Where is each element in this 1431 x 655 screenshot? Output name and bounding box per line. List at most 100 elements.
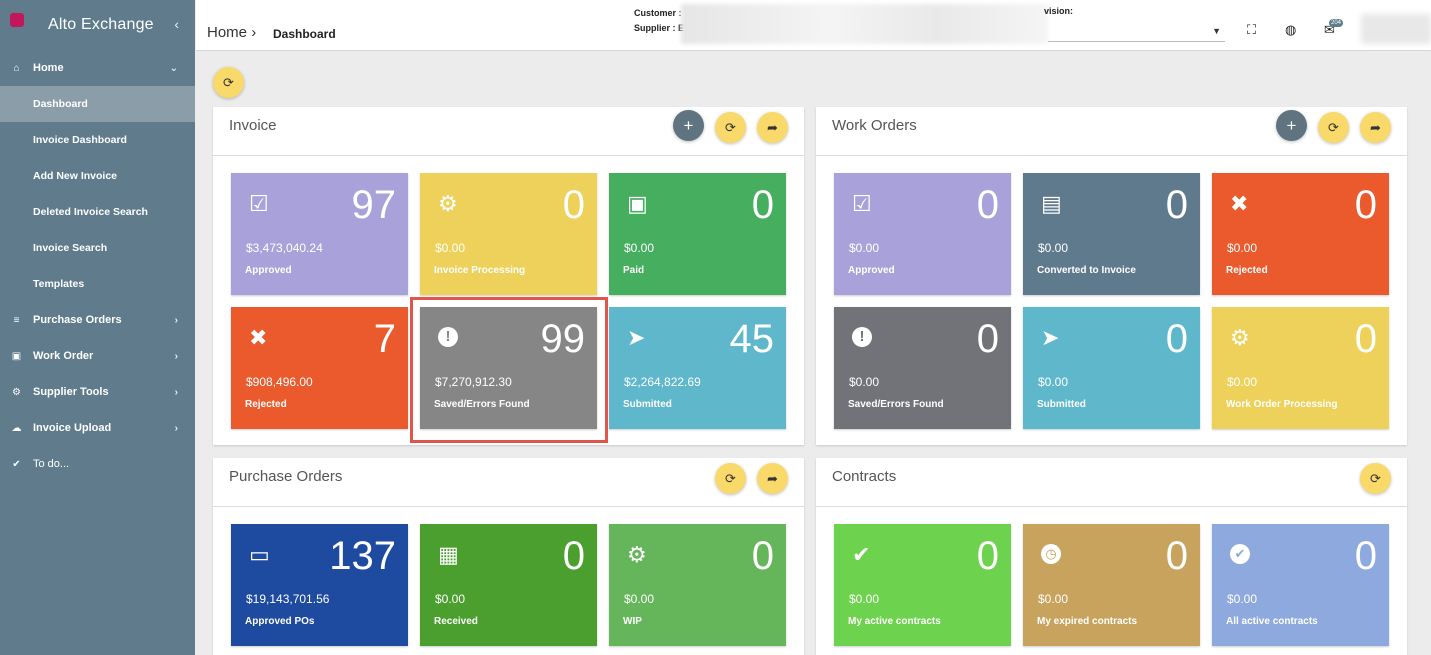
gears-icon: ⚙: [438, 191, 458, 216]
tile-count: 0: [1165, 534, 1188, 578]
purchase-orders-panel: Purchase Orders ⟳ ➦ ▭ 137 $19,143,701.56 Ap…: [213, 458, 804, 655]
refresh-purchase-orders-button[interactable]: ⟳: [715, 463, 746, 494]
chevron-right-icon: ›: [174, 314, 178, 326]
stat-tile-paid[interactable]: ▣ 0 $0.00 Paid: [609, 173, 786, 295]
sidebar-item-deleted-invoice-search[interactable]: Deleted Invoice Search: [33, 206, 148, 218]
sidebar-item-invoice-search[interactable]: Invoice Search: [33, 242, 108, 254]
contracts-panel: Contracts ⟳ ✔ 0 $0.00 My active contracts ◷ 0…: [816, 458, 1407, 655]
stat-tile-rejected[interactable]: ✖ 7 $908,496.00 Rejected: [231, 307, 408, 429]
topbar: Home › Dashboard Customer : Supplier : E…: [196, 0, 1431, 51]
chevron-right-icon: ›: [174, 386, 178, 398]
globe-icon[interactable]: ◍: [1285, 22, 1297, 37]
avatar[interactable]: [1361, 14, 1431, 44]
app-title: Alto Exchange: [48, 16, 154, 33]
checkbox-icon: ☑: [852, 191, 872, 216]
supplier-label: Supplier : E: [634, 23, 684, 33]
sidebar-item-work-order[interactable]: ▣ Work Order ›: [0, 338, 195, 374]
tile-label: Approved: [245, 265, 292, 276]
inbox-icon: ▭: [249, 542, 270, 567]
tile-count: 0: [562, 183, 585, 227]
gears-icon: ⚙: [627, 542, 647, 567]
refresh-contracts-button[interactable]: ⟳: [1360, 463, 1391, 494]
share-work-orders-button[interactable]: ➦: [1360, 112, 1391, 143]
tile-label: WIP: [623, 616, 642, 627]
stat-tile-all-active-contracts[interactable]: ✔ 0 $0.00 All active contracts: [1212, 524, 1389, 646]
money-icon: ▣: [627, 191, 648, 216]
close-icon: ✖: [249, 325, 268, 350]
caret-down-icon: ▼: [1212, 26, 1221, 36]
sidebar-item-purchase-orders[interactable]: ≡ Purchase Orders ›: [0, 302, 195, 338]
tile-label: Invoice Processing: [434, 265, 526, 276]
share-invoice-button[interactable]: ➦: [757, 112, 788, 143]
tile-amount: $0.00: [1227, 241, 1258, 255]
tile-amount: $0.00: [624, 241, 655, 255]
stat-tile-rejected[interactable]: ✖ 0 $0.00 Rejected: [1212, 173, 1389, 295]
sidebar-item-supplier-tools[interactable]: ⚙ Supplier Tools ›: [0, 374, 195, 410]
fullscreen-icon[interactable]: ⛶: [1247, 22, 1257, 37]
sidebar-item-home[interactable]: ⌂ Home ⌄: [0, 50, 195, 86]
work-orders-panel: Work Orders + ⟳ ➦ ☑ 0 $0.00 Approved ▤ 0 $0.00…: [816, 107, 1407, 445]
tile-count: 0: [976, 317, 999, 361]
tile-count: 45: [729, 317, 775, 361]
collapse-sidebar-icon[interactable]: ‹: [174, 16, 179, 32]
tile-label: Submitted: [1037, 399, 1086, 410]
stat-tile-saved-errors-found[interactable]: ! 0 $0.00 Saved/Errors Found: [834, 307, 1011, 429]
stat-tile-invoice-processing[interactable]: ⚙ 0 $0.00 Invoice Processing: [420, 173, 597, 295]
stat-tile-submitted[interactable]: ➤ 0 $0.00 Submitted: [1023, 307, 1200, 429]
sidebar-item-invoice-dashboard[interactable]: Invoice Dashboard: [33, 134, 127, 146]
stat-tile-my-active-contracts[interactable]: ✔ 0 $0.00 My active contracts: [834, 524, 1011, 646]
refresh-invoice-button[interactable]: ⟳: [715, 112, 746, 143]
stat-tile-received[interactable]: ▦ 0 $0.00 Received: [420, 524, 597, 646]
sidebar-item-label: To do...: [33, 458, 70, 470]
sidebar-item-label: Work Order: [33, 350, 94, 362]
share-purchase-orders-button[interactable]: ➦: [757, 463, 788, 494]
stat-tile-submitted[interactable]: ➤ 45 $2,264,822.69 Submitted: [609, 307, 786, 429]
breadcrumb-home[interactable]: Home: [207, 24, 248, 41]
tile-count: 0: [1165, 317, 1188, 361]
redacted-area: [681, 4, 1048, 44]
stat-tile-wip[interactable]: ⚙ 0 $0.00 WIP: [609, 524, 786, 646]
add-invoice-button[interactable]: +: [673, 110, 704, 141]
panel-title: Purchase Orders: [229, 468, 343, 485]
sidebar-item-templates[interactable]: Templates: [33, 278, 85, 290]
tile-label: Work Order Processing: [1226, 399, 1338, 410]
sidebar-item-add-new-invoice[interactable]: Add New Invoice: [33, 170, 118, 182]
tile-count: 0: [562, 534, 585, 578]
refresh-work-orders-button[interactable]: ⟳: [1318, 112, 1349, 143]
tile-label: Approved: [848, 265, 895, 276]
check-icon: ✔: [852, 542, 871, 567]
stat-tile-approved-pos[interactable]: ▭ 137 $19,143,701.56 Approved POs: [231, 524, 408, 646]
refresh-all-button[interactable]: ⟳: [213, 67, 244, 98]
panel-title: Contracts: [832, 468, 897, 485]
tile-count: 0: [751, 534, 774, 578]
divider: [213, 155, 804, 156]
stat-tile-my-expired-contracts[interactable]: ◷ 0 $0.00 My expired contracts: [1023, 524, 1200, 646]
stat-tile-work-order-processing[interactable]: ⚙ 0 $0.00 Work Order Processing: [1212, 307, 1389, 429]
cloud-upload-icon: ☁: [11, 422, 22, 434]
tile-amount: $0.00: [849, 241, 880, 255]
stat-tile-converted-to-invoice[interactable]: ▤ 0 $0.00 Converted to Invoice: [1023, 173, 1200, 295]
stat-tile-approved[interactable]: ☑ 0 $0.00 Approved: [834, 173, 1011, 295]
sidebar-item-invoice-upload[interactable]: ☁ Invoice Upload ›: [0, 410, 195, 446]
gears-icon: ⚙: [1230, 325, 1250, 350]
sidebar-item-todo[interactable]: ✔ To do...: [0, 446, 195, 482]
division-select[interactable]: ▼: [1048, 22, 1225, 42]
add-work-order-button[interactable]: +: [1276, 110, 1307, 141]
brand: Alto Exchange ‹: [0, 0, 195, 50]
sidebar-item-dashboard[interactable]: Dashboard: [0, 86, 195, 122]
tile-count: 0: [1165, 183, 1188, 227]
tile-count: 0: [1354, 534, 1377, 578]
stat-tile-approved[interactable]: ☑ 97 $3,473,040.24 Approved: [231, 173, 408, 295]
mail-icon[interactable]: ✉: [1324, 22, 1335, 37]
dashboard-main: ⟳ Invoice + ⟳ ➦ ☑ 97 $3,473,040.24 Approved…: [196, 52, 1431, 655]
paper-plane-icon: ➤: [1041, 325, 1060, 350]
tile-amount: $2,264,822.69: [624, 375, 701, 389]
check-circle-icon: ✔: [1230, 544, 1250, 564]
tile-amount: $0.00: [435, 241, 466, 255]
stat-tile-saved-errors-found[interactable]: ! 99 $7,270,912.30 Saved/Errors Found: [420, 307, 597, 429]
panel-title: Invoice: [229, 117, 277, 134]
divider: [816, 506, 1407, 507]
chevron-right-icon: ›: [174, 350, 178, 362]
tile-amount: $0.00: [1038, 592, 1069, 606]
tile-amount: $0.00: [1227, 592, 1258, 606]
